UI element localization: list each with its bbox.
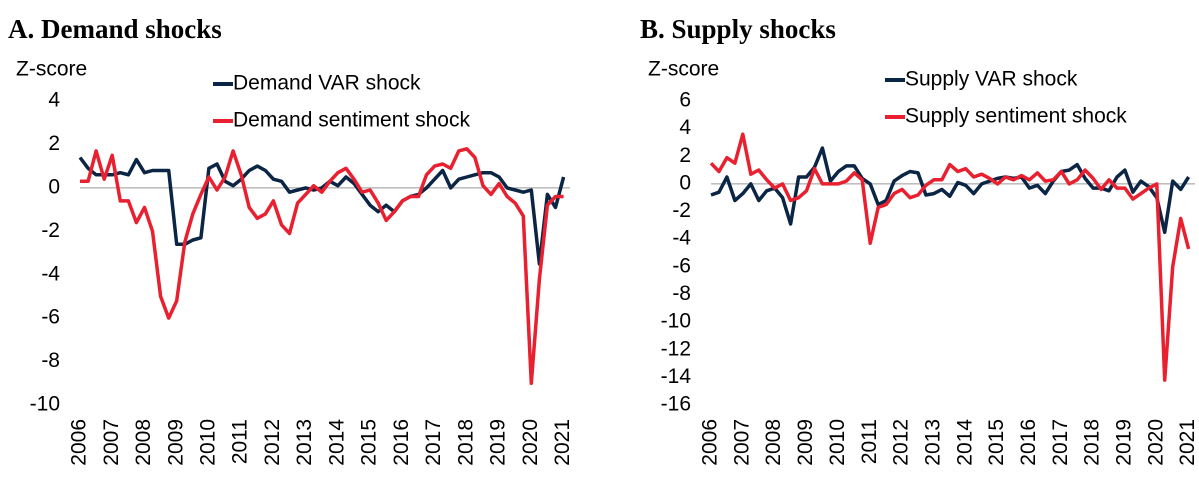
y-tick-label: -2 [41, 219, 60, 242]
data-line [78, 156, 566, 266]
x-tick-label: 2013 [293, 419, 316, 466]
y-tick-label: -6 [672, 254, 691, 277]
legend-label: Demand sentiment shock [233, 109, 470, 132]
legend-label: Supply VAR shock [905, 68, 1078, 91]
y-tick-label: 6 [679, 89, 691, 112]
y-tick-label: -10 [30, 393, 60, 416]
x-tick-label: 2013 [921, 419, 944, 466]
y-tick-label: -6 [41, 306, 60, 329]
y-tick-label: 4 [48, 89, 60, 112]
x-tick-label: 2010 [196, 419, 219, 466]
x-tick-label: 2012 [890, 419, 913, 466]
x-tick-label: 2021 [1176, 419, 1199, 466]
x-tick-label: 2016 [1017, 419, 1040, 466]
x-tick-label: 2010 [826, 419, 849, 466]
y-axis-label: Z-score [16, 58, 87, 81]
y-tick-label: -16 [661, 393, 691, 416]
x-tick-label: 2018 [454, 419, 477, 466]
x-tick-label: 2006 [68, 419, 91, 466]
x-tick-label: 2008 [132, 419, 155, 466]
x-tick-label: 2020 [1144, 419, 1167, 466]
x-tick-label: 2009 [794, 419, 817, 466]
y-tick-label: -2 [672, 199, 691, 222]
chart-title: B. Supply shocks [640, 14, 836, 44]
y-tick-label: -12 [661, 337, 691, 360]
x-tick-label: 2011 [229, 419, 252, 464]
x-tick-label: 2008 [762, 419, 785, 466]
data-line [710, 146, 1191, 235]
data-line [80, 147, 564, 386]
y-axis-label: Z-score [648, 58, 719, 81]
y-tick-label: 4 [679, 116, 691, 139]
x-tick-label: 2018 [1081, 419, 1104, 466]
y-tick-label: 0 [48, 175, 60, 198]
y-tick-label: 2 [48, 132, 60, 155]
x-tick-label: 2012 [261, 419, 284, 466]
x-tick-label: 2014 [953, 419, 976, 466]
x-tick-label: 2006 [699, 419, 722, 466]
x-tick-label: 2017 [422, 419, 445, 466]
y-tick-label: -14 [661, 365, 692, 388]
x-tick-label: 2015 [985, 419, 1008, 466]
x-tick-label: 2020 [519, 419, 542, 466]
y-tick-label: -4 [672, 227, 691, 250]
x-tick-label: 2016 [390, 419, 413, 466]
x-tick-label: 2007 [100, 419, 123, 466]
x-tick-label: 2011 [858, 419, 881, 464]
x-tick-label: 2019 [487, 419, 510, 466]
x-tick-label: 2014 [325, 419, 348, 466]
x-tick-label: 2019 [1112, 419, 1135, 466]
x-tick-label: 2017 [1049, 419, 1072, 466]
data-line [709, 132, 1191, 382]
y-tick-label: -10 [661, 310, 691, 333]
y-tick-label: 2 [679, 144, 691, 167]
y-tick-label: -8 [672, 282, 691, 305]
x-tick-label: 2015 [358, 419, 381, 466]
x-tick-label: 2007 [730, 419, 753, 466]
x-tick-label: 2021 [551, 419, 574, 466]
legend-label: Demand VAR shock [233, 72, 421, 95]
y-tick-label: -8 [41, 349, 60, 372]
y-tick-label: 0 [679, 171, 691, 194]
legend-label: Supply sentiment shock [905, 105, 1127, 128]
y-tick-label: -4 [41, 262, 60, 285]
x-tick-label: 2009 [164, 419, 187, 466]
chart-title: A. Demand shocks [8, 14, 222, 44]
